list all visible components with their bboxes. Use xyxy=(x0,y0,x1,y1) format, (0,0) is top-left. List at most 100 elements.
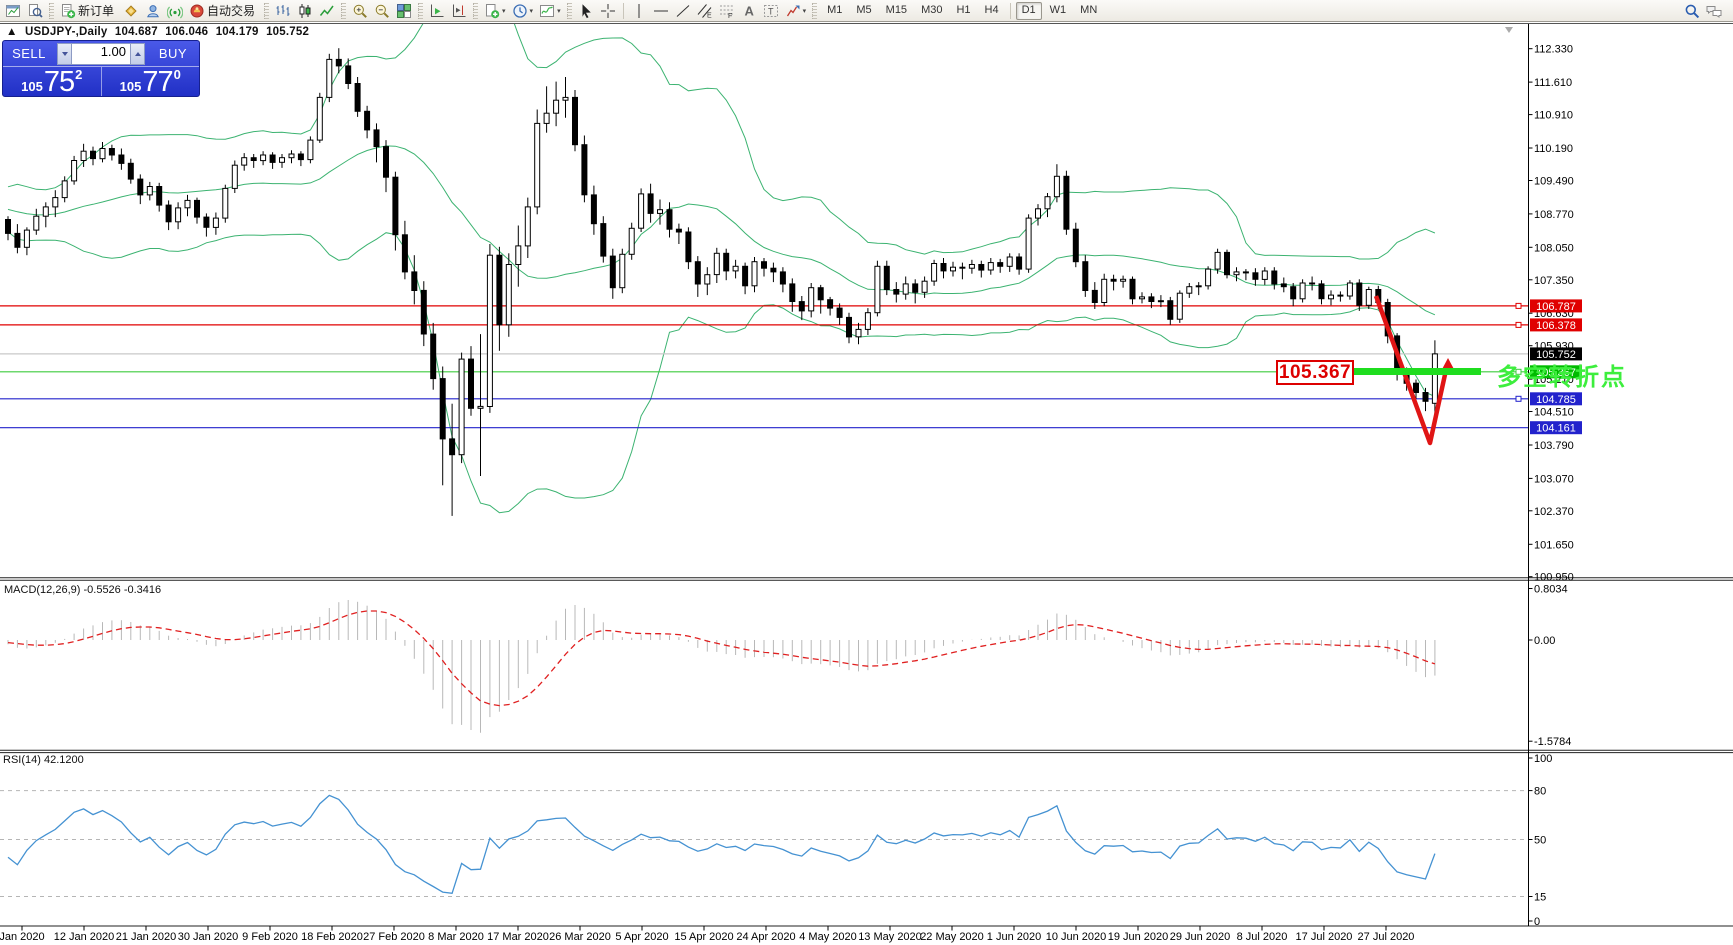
text-label-button[interactable]: T xyxy=(760,1,782,21)
auto-trading-button[interactable]: 自动交易 xyxy=(186,1,261,21)
date-axis[interactable]: Jan 2020 12 Jan 2020 21 Jan 2020 30 Jan 202… xyxy=(0,926,1414,943)
sell-price[interactable]: 105 75 2 xyxy=(3,66,102,97)
toolbar-drag-handle xyxy=(49,2,54,19)
line-chart-button[interactable] xyxy=(316,1,338,21)
svg-text:9 Feb 2020: 9 Feb 2020 xyxy=(242,931,298,943)
fibonacci-button[interactable]: F xyxy=(716,1,738,21)
signals-button[interactable] xyxy=(164,1,186,21)
caret-down-icon[interactable]: ▾ xyxy=(802,7,807,15)
volume-input[interactable]: 1.00 xyxy=(72,42,130,65)
svg-text:104.510: 104.510 xyxy=(1534,407,1574,419)
svg-text:A: A xyxy=(744,3,754,18)
clock-button[interactable]: ▾ xyxy=(509,1,537,21)
sell-price-main: 75 xyxy=(43,66,75,97)
horizontal-line-button[interactable] xyxy=(650,1,672,21)
new-order-label: 新订单 xyxy=(78,4,115,18)
svg-text:17 Mar 2020: 17 Mar 2020 xyxy=(487,931,549,943)
price-badge: 105.752 xyxy=(1530,347,1582,361)
svg-text:100: 100 xyxy=(1534,753,1552,765)
candlestick-chart-button[interactable] xyxy=(294,1,316,21)
new-order-menu-button[interactable]: ▾ xyxy=(481,1,509,21)
svg-text:111.610: 111.610 xyxy=(1534,77,1572,89)
text-button[interactable]: A xyxy=(738,1,760,21)
volume-increase-button[interactable] xyxy=(130,42,145,65)
new-order-icon xyxy=(60,3,76,19)
rsi-line xyxy=(7,794,1436,895)
svg-text:10 Jun 2020: 10 Jun 2020 xyxy=(1046,931,1107,943)
one-click-trade-panel: SELL 1.00 BUY 105 75 2 105 77 0 xyxy=(2,40,200,97)
svg-text:110.190: 110.190 xyxy=(1534,143,1573,155)
volume-decrease-button[interactable] xyxy=(57,42,72,65)
timeframe-M1-button[interactable]: M1 xyxy=(827,3,843,16)
caret-down-icon[interactable]: ▾ xyxy=(529,7,534,15)
buy-price[interactable]: 105 77 0 xyxy=(102,66,200,97)
price-badge: 105.367 xyxy=(1530,365,1582,379)
toolbar-drag-handle xyxy=(418,2,424,19)
new-order-button[interactable]: 新订单 xyxy=(57,1,120,21)
svg-text:103.790: 103.790 xyxy=(1534,440,1574,452)
timeframe-H1-button[interactable]: H1 xyxy=(956,3,971,16)
main-price-pane xyxy=(0,24,1528,516)
timeframe-W1-button[interactable]: W1 xyxy=(1049,3,1067,16)
svg-text:101.650: 101.650 xyxy=(1534,539,1574,551)
buy-price-main: 77 xyxy=(142,66,173,97)
turning-point-note[interactable]: 多空转折点 xyxy=(1497,364,1627,391)
equidistant-channel-button[interactable]: E xyxy=(694,1,716,21)
timeframe-M5-button[interactable]: M5 xyxy=(856,3,872,16)
sell-button[interactable]: SELL xyxy=(12,46,46,61)
zoom-out-button[interactable] xyxy=(371,1,393,21)
cursor-button[interactable] xyxy=(575,1,597,21)
toolbar-separator xyxy=(622,2,624,19)
caret-down-icon[interactable]: ▾ xyxy=(557,7,561,15)
svg-text:30 Jan 2020: 30 Jan 2020 xyxy=(178,931,239,943)
svg-text:106.378: 106.378 xyxy=(1536,320,1576,332)
timeframe-MN-button[interactable]: MN xyxy=(1080,3,1098,16)
indicators-button[interactable]: ▾ xyxy=(536,1,564,21)
svg-text:0: 0 xyxy=(1534,916,1540,928)
caret-down-icon[interactable]: ▾ xyxy=(502,7,506,15)
svg-text:108.050: 108.050 xyxy=(1534,242,1574,254)
high-value: 106.046 xyxy=(165,26,209,38)
vertical-line-button[interactable] xyxy=(628,1,650,21)
price-badge: 104.161 xyxy=(1530,421,1582,435)
svg-text:-1.5784: -1.5784 xyxy=(1534,736,1571,748)
svg-text:29 Jun 2020: 29 Jun 2020 xyxy=(1170,931,1231,943)
chat-button[interactable] xyxy=(1703,1,1725,21)
crosshair-button[interactable] xyxy=(597,1,619,21)
horizontal-price-lines[interactable] xyxy=(0,302,1528,429)
price-annotation-box[interactable]: 105.367 xyxy=(1276,360,1354,385)
chart-shift-button[interactable] xyxy=(448,1,470,21)
tile-windows-button[interactable] xyxy=(393,1,415,21)
price-badge: 106.787 xyxy=(1530,299,1582,313)
chart-shift-icon xyxy=(451,3,467,19)
profiles-button[interactable] xyxy=(142,1,164,21)
trend-line-button[interactable] xyxy=(672,1,694,21)
arrows-menu-button[interactable]: ▾ xyxy=(782,1,810,21)
print-preview-button[interactable] xyxy=(24,1,46,21)
search-button[interactable] xyxy=(1681,1,1703,21)
svg-text:1 Jun 2020: 1 Jun 2020 xyxy=(987,931,1041,943)
svg-text:104.785: 104.785 xyxy=(1536,394,1576,406)
timeframe-D1-button[interactable]: D1 xyxy=(1015,1,1042,20)
text-label-icon: T xyxy=(763,3,779,19)
turning-point-segment[interactable] xyxy=(1352,368,1481,375)
timeframe-H4-button[interactable]: H4 xyxy=(984,3,999,16)
chart-window-button[interactable] xyxy=(2,1,24,21)
collapse-triangle-icon[interactable]: ▲ xyxy=(6,26,18,38)
auto-scroll-button[interactable] xyxy=(426,1,448,21)
svg-text:109.490: 109.490 xyxy=(1534,176,1574,188)
equidistant-channel-icon: E xyxy=(697,3,713,19)
buy-button[interactable]: BUY xyxy=(158,46,188,61)
chart-window-icon xyxy=(5,3,21,19)
cursor-icon xyxy=(578,3,594,19)
svg-text:0.00: 0.00 xyxy=(1534,635,1555,647)
price-axis[interactable]: 112.330 111.610 110.910 110.190 109.490 108.7… xyxy=(1528,44,1583,928)
svg-text:102.370: 102.370 xyxy=(1534,506,1574,518)
chart-wizard-button[interactable] xyxy=(120,1,142,21)
timeframe-M30-button[interactable]: M30 xyxy=(921,3,943,16)
zoom-in-button[interactable] xyxy=(349,1,371,21)
timeframe-M15-button[interactable]: M15 xyxy=(885,3,908,16)
trend-line-icon xyxy=(675,3,691,19)
bar-chart-button[interactable] xyxy=(272,1,294,21)
